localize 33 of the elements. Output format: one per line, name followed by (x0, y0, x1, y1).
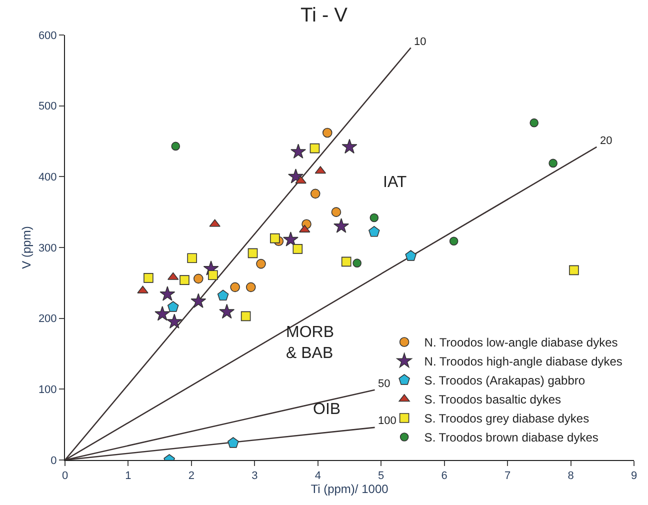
annotation: 50 (378, 378, 390, 390)
y-tick-label: 0 (50, 454, 57, 467)
x-tick-label: 5 (378, 470, 384, 482)
legend-label: N. Troodos low-angle diabase dykes (424, 336, 618, 350)
annotation: MORB & BAB (286, 324, 334, 362)
y-tick-label: 500 (38, 100, 57, 113)
y-tick-label: 300 (38, 242, 57, 254)
x-tick-label: 3 (252, 470, 258, 482)
x-tick-label: 0 (62, 470, 68, 482)
x-tick-label: 2 (188, 470, 195, 482)
legend-label: S. Troodos basaltic dykes (424, 392, 562, 407)
x-axis-title: Ti (ppm)/ 1000 (310, 482, 389, 496)
legend-label: S. Troodos brown diabase dykes (424, 430, 598, 445)
legend-label: S. Troodos (Arakapas) gabbro (424, 374, 586, 388)
y-axis-title: V (ppm) (20, 226, 34, 269)
x-tick-label: 4 (314, 470, 321, 482)
x-tick-label: 8 (568, 470, 574, 482)
annotation: IAT (383, 174, 407, 191)
annotation: 20 (600, 135, 612, 147)
annotation: OIB (313, 401, 341, 418)
x-tick-label: 1 (125, 470, 132, 482)
x-tick-label: 7 (504, 470, 511, 482)
legend-label: N. Troodos high-angle diabase dykes (424, 354, 622, 369)
annotation: 100 (378, 415, 396, 427)
y-tick-label: 100 (38, 384, 57, 396)
y-tick-label: 200 (38, 313, 57, 326)
annotation: 10 (414, 36, 426, 48)
chart-title: Ti - V (300, 4, 348, 27)
legend-label: S. Troodos grey diabase dykes (424, 412, 590, 426)
y-tick-label: 600 (38, 30, 57, 42)
x-tick-label: 6 (441, 470, 448, 482)
y-tick-label: 400 (38, 172, 57, 184)
x-tick-label: 9 (630, 470, 638, 482)
